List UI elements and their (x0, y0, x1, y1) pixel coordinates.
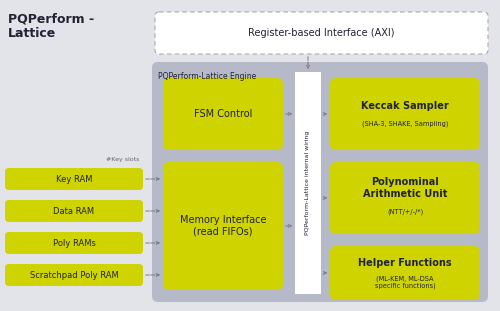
Text: PQPerform-Lattice Engine: PQPerform-Lattice Engine (158, 72, 256, 81)
FancyBboxPatch shape (330, 162, 480, 234)
FancyBboxPatch shape (155, 12, 488, 54)
Text: Data RAM: Data RAM (54, 207, 94, 216)
Text: Helper Functions: Helper Functions (358, 258, 452, 268)
FancyBboxPatch shape (5, 264, 143, 286)
FancyBboxPatch shape (330, 78, 480, 150)
FancyBboxPatch shape (330, 246, 480, 300)
FancyBboxPatch shape (163, 78, 283, 150)
Text: PQPerform -
Lattice: PQPerform - Lattice (8, 12, 94, 40)
Text: #Key slots: #Key slots (106, 157, 139, 162)
Bar (295, 72, 321, 294)
Text: FSM Control: FSM Control (194, 109, 252, 119)
Text: (NTT/+/-/*): (NTT/+/-/*) (387, 209, 423, 215)
Text: Register-based Interface (AXI): Register-based Interface (AXI) (248, 28, 395, 38)
Text: Key RAM: Key RAM (56, 174, 92, 183)
Text: PQPerform-Lattice internal wiring: PQPerform-Lattice internal wiring (306, 131, 310, 235)
Text: Poly RAMs: Poly RAMs (52, 239, 96, 248)
Text: (SHA-3, SHAKE, Sampling): (SHA-3, SHAKE, Sampling) (362, 121, 448, 127)
Text: Keccak Sampler: Keccak Sampler (361, 101, 449, 111)
FancyBboxPatch shape (152, 62, 488, 302)
FancyBboxPatch shape (5, 200, 143, 222)
Text: (ML-KEM, ML-DSA
specific functions): (ML-KEM, ML-DSA specific functions) (374, 275, 436, 289)
Text: Polynominal
Arithmetic Unit: Polynominal Arithmetic Unit (363, 177, 447, 199)
FancyBboxPatch shape (163, 162, 283, 290)
FancyBboxPatch shape (5, 232, 143, 254)
FancyBboxPatch shape (5, 168, 143, 190)
Text: Scratchpad Poly RAM: Scratchpad Poly RAM (30, 271, 118, 280)
Text: Memory Interface
(read FIFOs): Memory Interface (read FIFOs) (180, 215, 266, 237)
